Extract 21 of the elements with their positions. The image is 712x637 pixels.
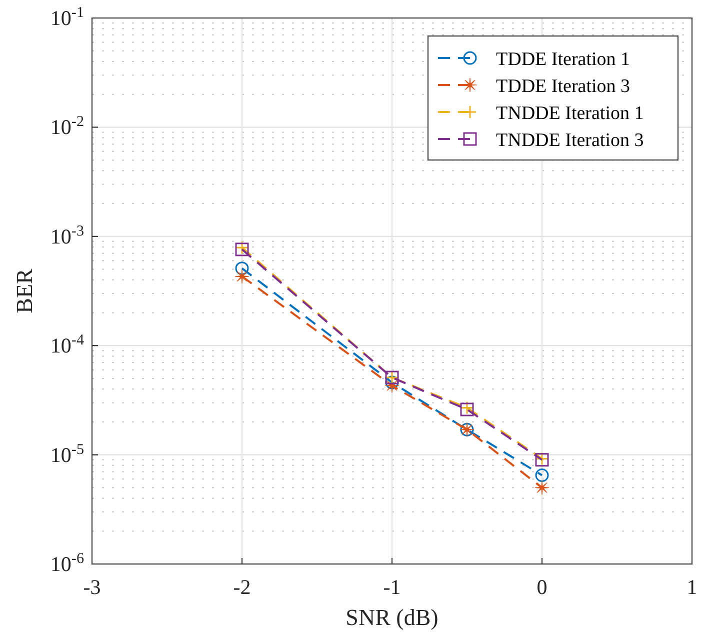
y-tick-label: 10$^{-6}$ [50, 551, 84, 576]
point [235, 262, 249, 276]
y-axis-title: BER [12, 268, 37, 314]
x-tick-label: -1 [383, 575, 401, 599]
point [234, 269, 250, 284]
y-tick-label: 10$^{-1}$ [50, 5, 84, 30]
x-axis-title: SNR (dB) [346, 605, 438, 630]
y-tick-label: 10$^{-2}$ [50, 114, 84, 140]
x-tick-label: -3 [83, 575, 101, 599]
legend-label: TDDE Iteration 3 [496, 76, 630, 97]
legend-label: TDDE Iteration 1 [496, 49, 630, 70]
y-tick-label: 10$^{-3}$ [50, 223, 84, 248]
y-tick-label: 10$^{-4}$ [50, 332, 84, 358]
point [535, 468, 549, 482]
legend-label: TNDDE Iteration 3 [496, 130, 644, 151]
x-tick-label: 1 [686, 575, 698, 599]
point [534, 480, 550, 495]
y-tick-label: 10$^{-5}$ [50, 442, 84, 467]
x-tick-label: 0 [536, 575, 548, 599]
legend-label: TNDDE Iteration 1 [496, 103, 644, 124]
x-tick-label: -2 [233, 575, 251, 599]
